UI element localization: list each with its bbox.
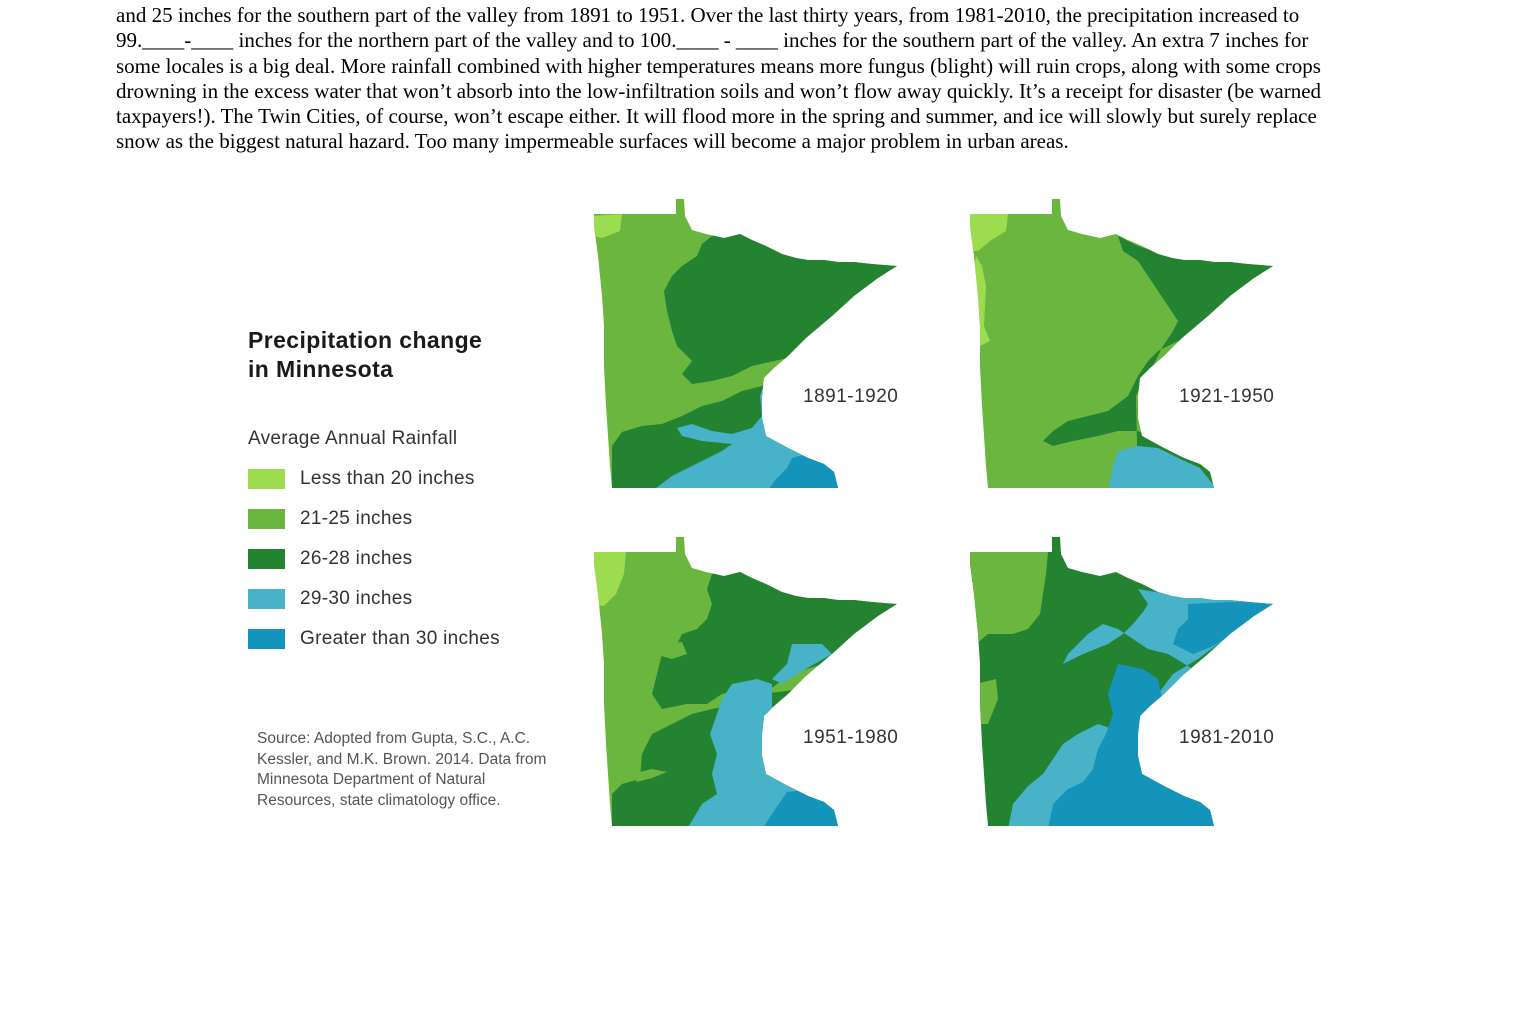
figure-title: Precipitation change in Minnesota	[248, 326, 482, 384]
figure-title-line: in Minnesota	[248, 356, 394, 382]
paragraph-line: 99.____-____ inches for the northern par…	[116, 28, 1309, 53]
map-1951-1980	[594, 537, 897, 826]
figure-source: Source: Adopted from Gupta, S.C., A.C. K…	[257, 730, 547, 809]
map-1981-2010	[970, 537, 1273, 826]
map-period-label: 1921-1950	[1179, 386, 1275, 407]
paragraph-line: some locales is a big deal. More rainfal…	[116, 53, 1321, 78]
legend-swatch	[248, 509, 285, 529]
paragraph-line: snow as the biggest natural hazard. Too …	[116, 129, 1069, 154]
map-1891-1920	[594, 199, 897, 488]
legend-label: Less than 20 inches	[300, 468, 475, 489]
legend-label: 26-28 inches	[300, 548, 413, 569]
legend-swatch	[248, 469, 285, 489]
figure-title-line: Precipitation change	[248, 327, 483, 353]
legend-swatch	[248, 549, 285, 569]
map-period-label: 1951-1980	[803, 727, 899, 748]
legend-label: Greater than 30 inches	[300, 628, 500, 649]
legend-label: 21-25 inches	[300, 508, 413, 529]
map-period-label: 1891-1920	[803, 386, 899, 407]
map-1921-1950	[970, 199, 1273, 488]
paragraph-line: drowning in the excess water that won’t …	[116, 78, 1322, 103]
legend-label: 29-30 inches	[300, 588, 413, 609]
map-period-label: 1981-2010	[1179, 727, 1275, 748]
legend-swatch	[248, 629, 285, 649]
legend-title: Average Annual Rainfall	[248, 428, 458, 449]
legend-swatch	[248, 589, 285, 609]
body-paragraph: and 25 inches for the southern part of t…	[116, 3, 1396, 155]
paragraph-line: taxpayers!). The Twin Cities, of course,…	[116, 104, 1317, 129]
paragraph-line: and 25 inches for the southern part of t…	[116, 3, 1300, 27]
